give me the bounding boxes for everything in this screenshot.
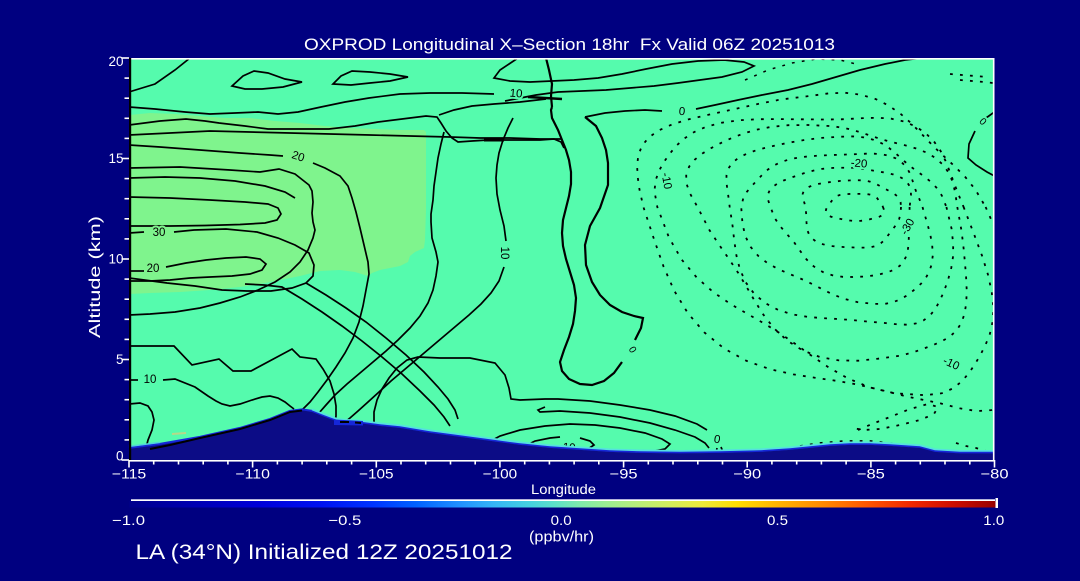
svg-text:Longitude: Longitude bbox=[531, 482, 596, 497]
svg-text:OXPROD Longitudinal X–Section: OXPROD Longitudinal X–Section 18hr Fx Va… bbox=[304, 35, 835, 54]
svg-text:−85: −85 bbox=[857, 466, 885, 482]
svg-text:10: 10 bbox=[509, 87, 523, 100]
svg-text:20: 20 bbox=[108, 54, 123, 69]
svg-text:0.5: 0.5 bbox=[767, 512, 788, 528]
svg-text:−95: −95 bbox=[610, 466, 638, 482]
svg-text:0.0: 0.0 bbox=[551, 512, 572, 528]
svg-text:20: 20 bbox=[147, 263, 160, 275]
svg-text:−0.5: −0.5 bbox=[328, 512, 361, 528]
svg-text:−100: −100 bbox=[483, 466, 518, 482]
svg-text:0: 0 bbox=[116, 449, 124, 464]
svg-text:LA (34°N) Initialized 12Z 2025: LA (34°N) Initialized 12Z 20251012 bbox=[136, 541, 513, 564]
svg-text:-20: -20 bbox=[850, 157, 868, 170]
svg-text:−90: −90 bbox=[733, 466, 761, 482]
svg-text:1.0: 1.0 bbox=[983, 512, 1004, 528]
svg-text:15: 15 bbox=[108, 151, 123, 166]
svg-text:−80: −80 bbox=[981, 466, 1009, 482]
svg-text:−1.0: −1.0 bbox=[112, 512, 145, 528]
svg-text:−110: −110 bbox=[235, 466, 270, 482]
svg-text:−115: −115 bbox=[112, 466, 147, 482]
svg-text:(ppbv/hr): (ppbv/hr) bbox=[529, 530, 594, 546]
svg-text:-10: -10 bbox=[659, 172, 674, 190]
svg-text:0: 0 bbox=[678, 106, 685, 119]
svg-text:−105: −105 bbox=[359, 466, 394, 482]
svg-text:10: 10 bbox=[498, 247, 510, 260]
svg-text:10: 10 bbox=[144, 374, 157, 386]
svg-text:5: 5 bbox=[116, 352, 124, 367]
svg-text:30: 30 bbox=[153, 227, 166, 239]
svg-text:10: 10 bbox=[108, 252, 123, 267]
svg-text:Altitude (km): Altitude (km) bbox=[87, 216, 104, 338]
